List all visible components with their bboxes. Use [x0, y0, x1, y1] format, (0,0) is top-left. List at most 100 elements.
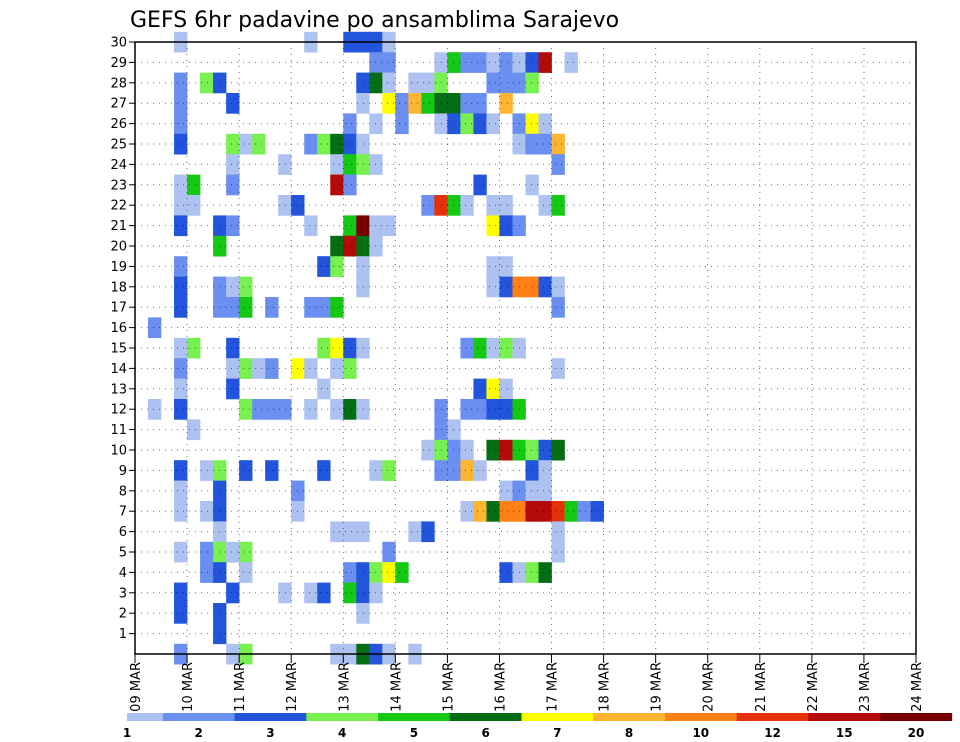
precip-cell [460, 195, 474, 216]
precip-cell [486, 501, 500, 522]
precip-cell [421, 72, 435, 94]
legend-swatch [449, 713, 522, 721]
precip-cell [278, 582, 292, 604]
precip-cell [499, 480, 513, 502]
precip-cell [473, 501, 487, 522]
precip-cell [343, 582, 357, 604]
precip-cell [226, 337, 240, 359]
y-tick-label: 28 [110, 76, 127, 91]
precip-cell [460, 439, 474, 461]
precip-cell [525, 480, 539, 502]
precip-cell [343, 174, 357, 196]
precip-cell [499, 72, 513, 94]
precip-cell [317, 378, 331, 400]
precip-cell [421, 521, 435, 543]
precip-cell [551, 541, 565, 563]
legend-label: 20 [908, 726, 925, 740]
precip-cell [330, 133, 344, 155]
precip-cell [174, 378, 188, 400]
precip-cell [564, 501, 578, 522]
precip-cell [447, 93, 461, 114]
precip-cell [356, 337, 370, 359]
precip-cell [408, 93, 422, 114]
precip-cell [382, 93, 396, 114]
precip-cell [278, 195, 292, 216]
precip-cell [200, 562, 214, 583]
precip-cell [486, 256, 500, 277]
precip-cell [317, 297, 331, 318]
precip-cell [304, 358, 318, 379]
precip-cell [486, 52, 500, 73]
precip-cell [252, 133, 266, 155]
legend-label: 6 [481, 726, 489, 740]
y-tick-label: 30 [110, 36, 127, 51]
legend-label: 4 [338, 726, 346, 740]
precip-cell [343, 113, 357, 135]
precip-cell [200, 541, 214, 563]
legend-label: 15 [836, 726, 853, 740]
precip-cell [343, 235, 357, 257]
precip-cell [473, 378, 487, 400]
precip-cell [330, 399, 344, 420]
precip-cell [421, 195, 435, 216]
precip-cell [538, 52, 552, 73]
precip-cell [486, 113, 500, 135]
x-tick-label: 15 MAR [441, 662, 456, 712]
precip-cell [148, 399, 162, 420]
precip-cell [343, 399, 357, 420]
precip-cell [460, 399, 474, 420]
x-tick-label: 18 MAR [598, 662, 613, 712]
precip-cell [473, 174, 487, 196]
precip-cell [356, 582, 370, 604]
precip-cell [174, 256, 188, 277]
precip-cell [447, 439, 461, 461]
precip-cell [330, 521, 344, 543]
precip-cell [538, 195, 552, 216]
precip-cell [447, 195, 461, 216]
chart-title: GEFS 6hr padavine po ansamblima Sarajevo [130, 8, 619, 33]
y-tick-label: 5 [119, 546, 127, 561]
precip-cell [525, 174, 539, 196]
precip-cell [187, 419, 201, 441]
precip-cell [356, 562, 370, 583]
precip-cell [473, 337, 487, 359]
legend-swatch [234, 713, 307, 721]
precip-cell [200, 72, 214, 94]
precip-cell [486, 276, 500, 298]
x-tick-label: 21 MAR [754, 662, 769, 712]
legend-label: 12 [764, 726, 781, 740]
precip-cell [187, 195, 201, 216]
precip-cell [226, 93, 240, 114]
precip-cell [421, 93, 435, 114]
precip-cell [265, 358, 279, 379]
precip-cell [174, 215, 188, 237]
precip-cell [382, 72, 396, 94]
y-tick-label: 13 [110, 382, 127, 397]
y-tick-label: 18 [110, 280, 127, 295]
precip-cell [174, 297, 188, 318]
precip-cell [525, 439, 539, 461]
precip-cell [356, 215, 370, 237]
heatmap-cells [148, 31, 604, 665]
precip-cell [499, 439, 513, 461]
precip-cell [447, 419, 461, 441]
precip-cell [174, 399, 188, 420]
precip-cell [499, 337, 513, 359]
precip-cell [538, 480, 552, 502]
precip-cell [460, 501, 474, 522]
precip-cell [486, 378, 500, 400]
precip-cell [356, 603, 370, 624]
precip-cell [447, 460, 461, 481]
precip-cell [356, 235, 370, 257]
precip-cell [356, 276, 370, 298]
x-tick-label: 24 MAR [910, 662, 925, 712]
precip-cell [473, 52, 487, 73]
precip-cell [577, 501, 591, 522]
precip-cell [174, 72, 188, 94]
precip-cell [499, 399, 513, 420]
precip-cell [538, 501, 552, 522]
precip-cell [525, 562, 539, 583]
legend-swatch [593, 713, 666, 721]
precip-cell [551, 521, 565, 543]
y-tick-label: 27 [110, 97, 127, 112]
